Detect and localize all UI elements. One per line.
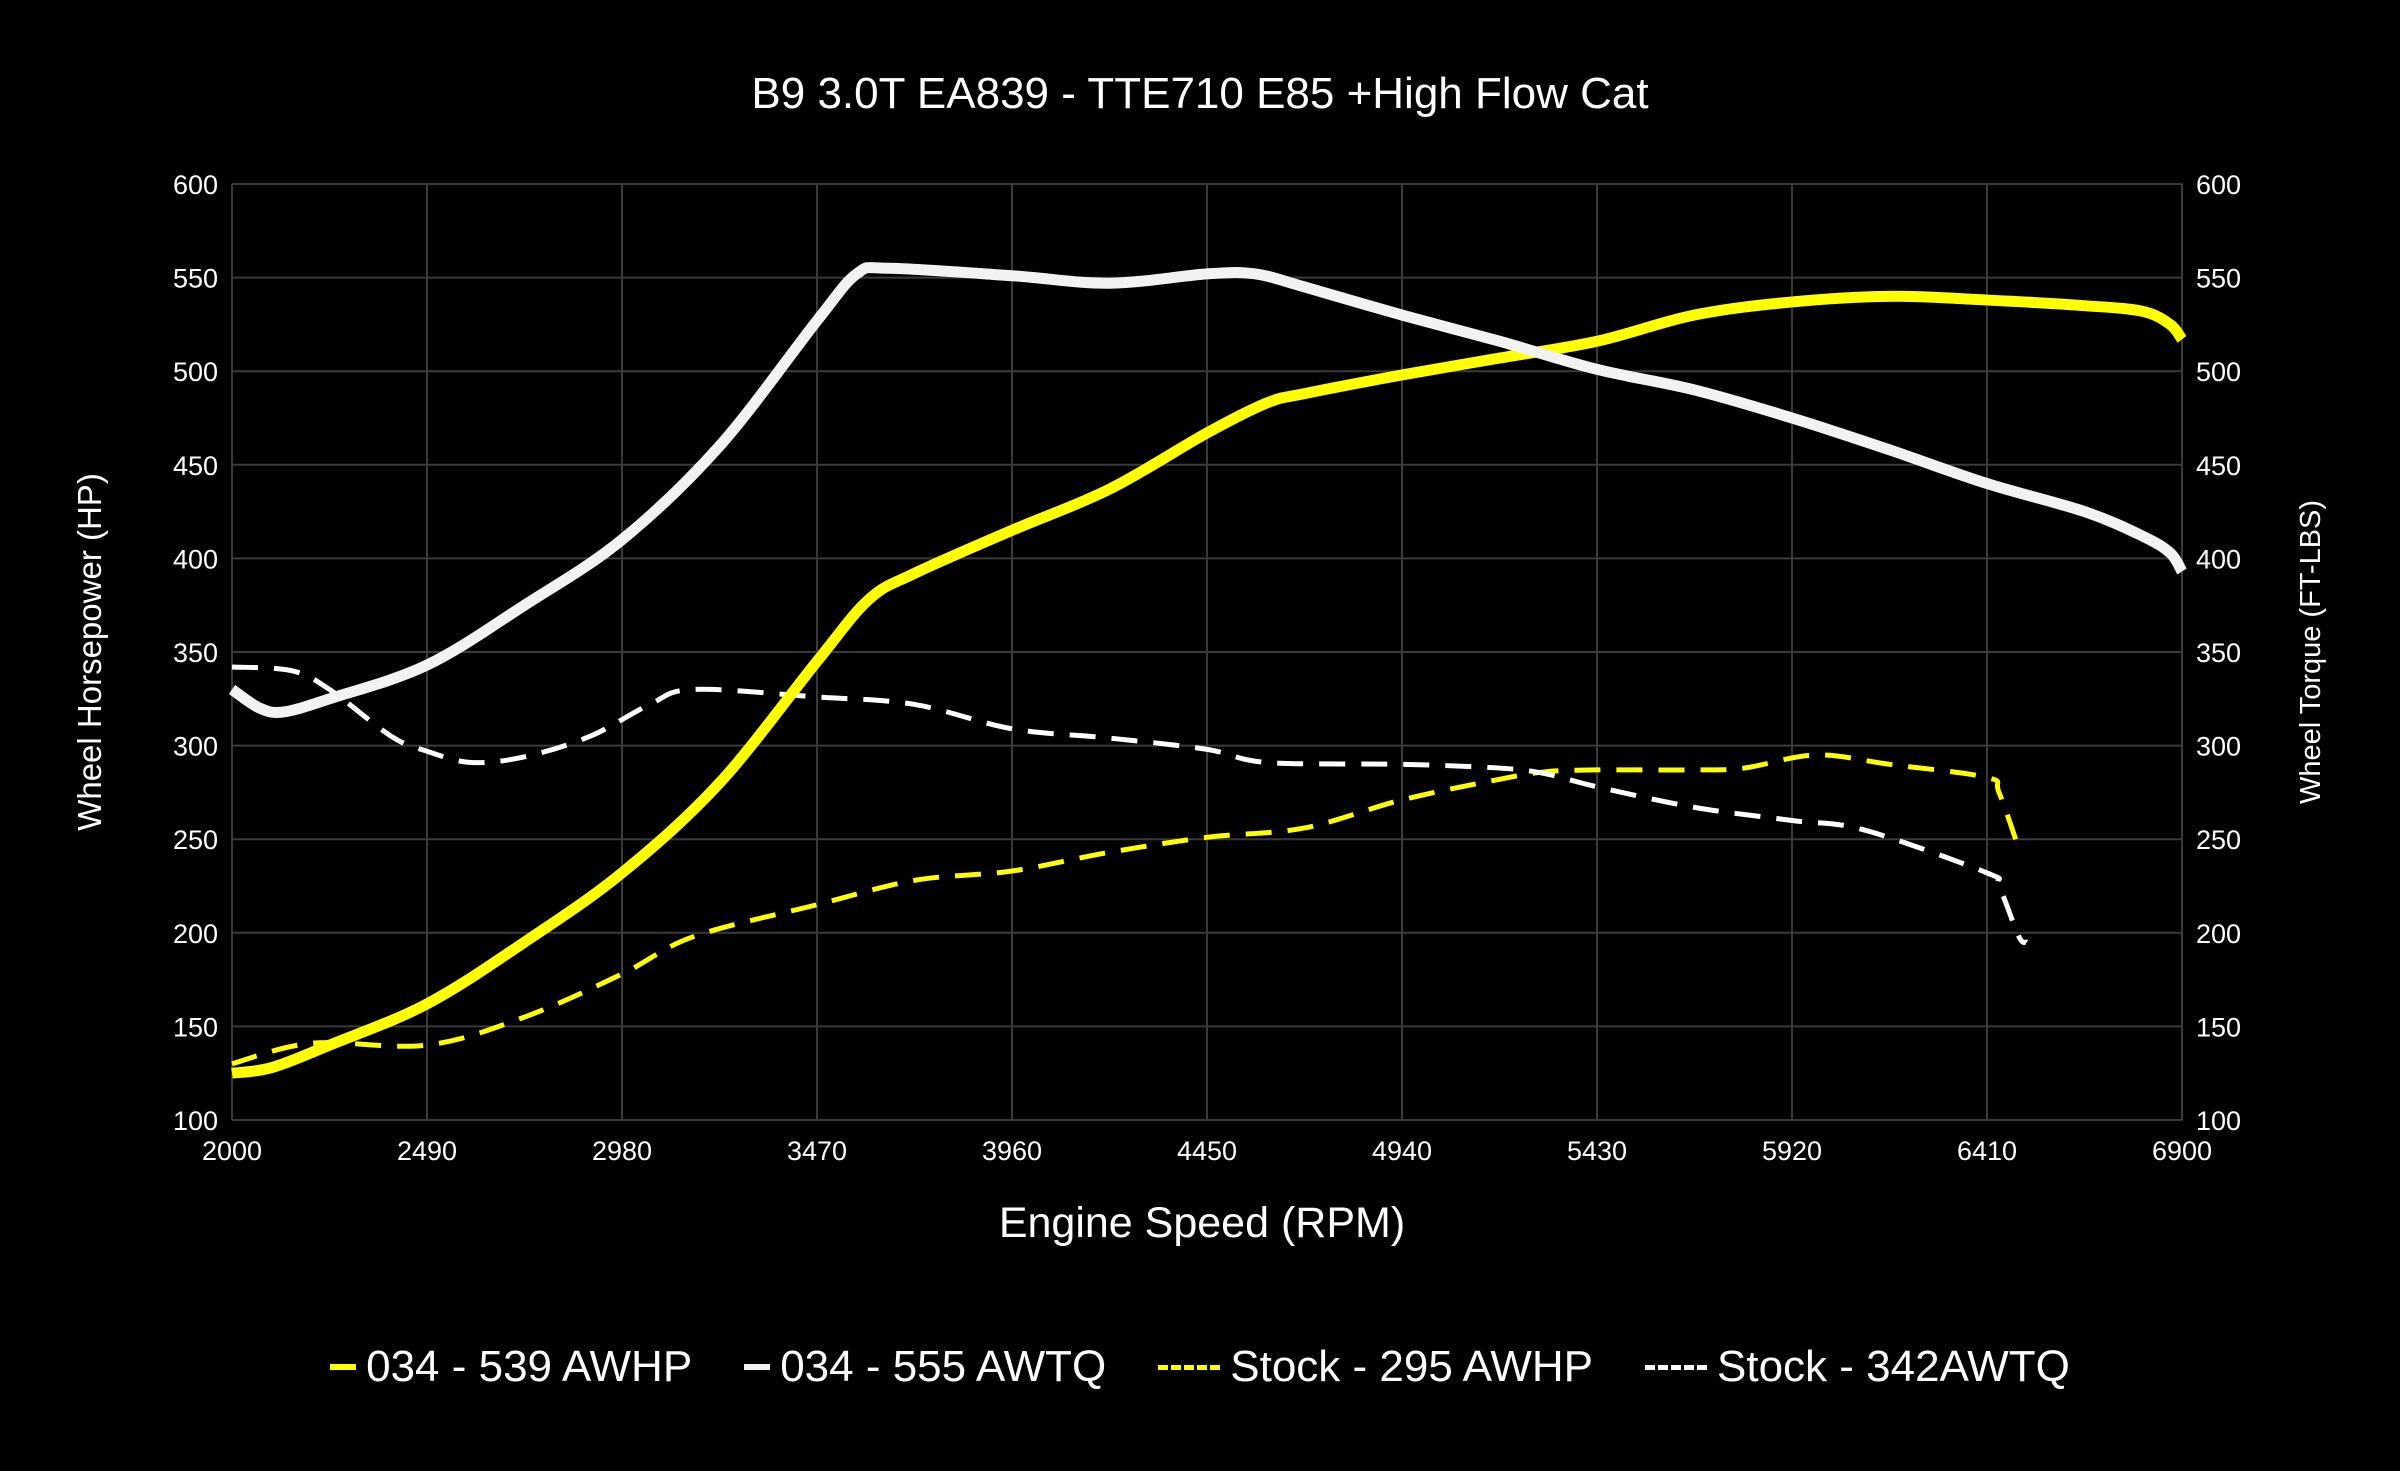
x-tick-label: 5430 bbox=[1567, 1136, 1627, 1166]
legend-label: Stock - 342AWTQ bbox=[1717, 1342, 2070, 1391]
legend-label: 034 - 555 AWTQ bbox=[780, 1342, 1107, 1391]
x-tick-label: 3470 bbox=[787, 1136, 847, 1166]
legend-swatch bbox=[744, 1364, 771, 1370]
legend-swatch bbox=[330, 1364, 357, 1370]
y2-tick-label: 300 bbox=[2196, 732, 2241, 762]
y2-tick-label: 450 bbox=[2196, 451, 2241, 481]
legend-item-stock-hp: Stock - 295 AWHP bbox=[1158, 1342, 1593, 1392]
y2-tick-label: 150 bbox=[2196, 1012, 2241, 1042]
y-tick-label: 350 bbox=[173, 638, 218, 668]
y2-tick-label: 100 bbox=[2196, 1106, 2241, 1136]
x-tick-label: 4940 bbox=[1372, 1136, 1432, 1166]
y-tick-label: 550 bbox=[173, 264, 218, 294]
grid bbox=[231, 183, 2183, 1121]
series-lines bbox=[228, 262, 2187, 1079]
y-tick-label: 150 bbox=[173, 1012, 218, 1042]
x-tick-label: 6410 bbox=[1957, 1136, 2017, 1166]
y2-tick-label: 350 bbox=[2196, 638, 2241, 668]
chart-title: B9 3.0T EA839 - TTE710 E85 +High Flow Ca… bbox=[751, 69, 1648, 118]
y2-tick-label: 200 bbox=[2196, 919, 2241, 949]
legend: 034 - 539 AWHP 034 - 555 AWTQ Stock - 29… bbox=[0, 1342, 2400, 1392]
legend-label: 034 - 539 AWHP bbox=[366, 1342, 693, 1391]
series-line-034-555-awtq bbox=[228, 262, 2187, 718]
y2-tick-label: 550 bbox=[2196, 264, 2241, 294]
series-line-stock-342awtq bbox=[231, 664, 2029, 946]
series-line-stock-295-awhp bbox=[231, 752, 2022, 1067]
y-tick-label: 450 bbox=[173, 451, 218, 481]
y2-tick-label: 600 bbox=[2196, 170, 2241, 200]
y2-tick-label: 400 bbox=[2196, 544, 2241, 574]
legend-item-034-tq: 034 - 555 AWTQ bbox=[744, 1342, 1106, 1392]
y-tick-label: 500 bbox=[173, 357, 218, 387]
legend-swatch bbox=[1158, 1364, 1221, 1370]
tick-labels: 2000 2490 2980 3470 3960 4450 4940 5430 5920 6410… bbox=[173, 170, 2241, 1166]
y-tick-label: 600 bbox=[173, 170, 218, 200]
y-tick-label: 300 bbox=[173, 732, 218, 762]
y-tick-label: 250 bbox=[173, 825, 218, 855]
y-axis-label: Wheel Horsepower (HP) bbox=[71, 473, 108, 831]
dyno-chart: B9 3.0T EA839 - TTE710 E85 +High Flow Ca… bbox=[71, 69, 2327, 1247]
x-tick-label: 3960 bbox=[982, 1136, 1042, 1166]
y2-axis-label: Wheel Torque (FT-LBS) bbox=[2295, 500, 2327, 804]
legend-item-034-hp: 034 - 539 AWHP bbox=[330, 1342, 692, 1392]
legend-label: Stock - 295 AWHP bbox=[1230, 1342, 1593, 1391]
x-tick-label: 6900 bbox=[2152, 1136, 2212, 1166]
x-tick-label: 4450 bbox=[1177, 1136, 1237, 1166]
y-tick-label: 200 bbox=[173, 919, 218, 949]
y-tick-label: 100 bbox=[173, 1106, 218, 1136]
x-tick-label: 2980 bbox=[592, 1136, 652, 1166]
y2-tick-label: 250 bbox=[2196, 825, 2241, 855]
legend-swatch bbox=[1645, 1364, 1707, 1370]
x-tick-label: 5920 bbox=[1762, 1136, 1822, 1166]
y-tick-label: 400 bbox=[173, 544, 218, 574]
y2-tick-label: 500 bbox=[2196, 357, 2241, 387]
legend-item-stock-tq: Stock - 342AWTQ bbox=[1645, 1342, 2070, 1392]
x-axis-label: Engine Speed (RPM) bbox=[999, 1199, 1405, 1247]
series-line-034-539-awhp bbox=[231, 290, 2187, 1079]
x-tick-label: 2000 bbox=[202, 1136, 262, 1166]
x-tick-label: 2490 bbox=[397, 1136, 457, 1166]
